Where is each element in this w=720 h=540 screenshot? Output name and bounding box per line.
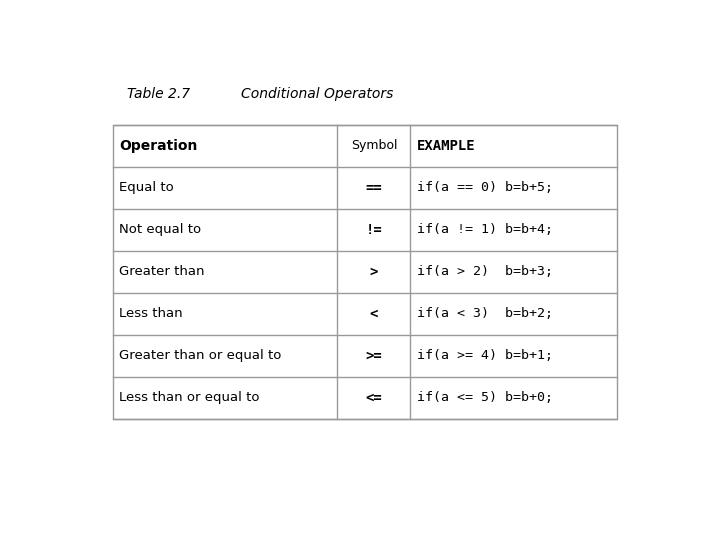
Text: Greater than or equal to: Greater than or equal to <box>120 349 282 362</box>
Text: if(a == 0) b=b+5;: if(a == 0) b=b+5; <box>417 181 553 194</box>
Text: >=: >= <box>366 349 382 363</box>
Text: if(a != 1) b=b+4;: if(a != 1) b=b+4; <box>417 224 553 237</box>
Text: Symbol: Symbol <box>351 139 397 152</box>
Text: <: < <box>370 307 378 321</box>
Text: EXAMPLE: EXAMPLE <box>417 139 475 153</box>
Text: ==: == <box>366 181 382 195</box>
Text: Less than: Less than <box>120 307 183 320</box>
Text: >: > <box>370 265 378 279</box>
Text: Conditional Operators: Conditional Operators <box>241 87 394 101</box>
Text: Equal to: Equal to <box>120 181 174 194</box>
Text: <=: <= <box>366 391 382 405</box>
Text: !=: != <box>366 223 382 237</box>
Text: if(a >= 4) b=b+1;: if(a >= 4) b=b+1; <box>417 349 553 362</box>
Text: if(a < 3)  b=b+2;: if(a < 3) b=b+2; <box>417 307 553 320</box>
Text: if(a > 2)  b=b+3;: if(a > 2) b=b+3; <box>417 266 553 279</box>
Bar <box>113 125 617 419</box>
Text: Less than or equal to: Less than or equal to <box>120 392 260 404</box>
Text: Not equal to: Not equal to <box>120 224 202 237</box>
Text: Operation: Operation <box>120 139 198 153</box>
Text: Table 2.7: Table 2.7 <box>127 87 190 101</box>
Text: Greater than: Greater than <box>120 266 205 279</box>
Text: if(a <= 5) b=b+0;: if(a <= 5) b=b+0; <box>417 392 553 404</box>
